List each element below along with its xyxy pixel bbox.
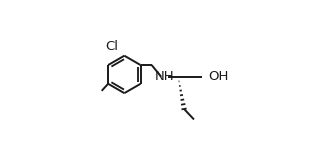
- Text: NH: NH: [155, 70, 174, 83]
- Text: Cl: Cl: [105, 40, 118, 53]
- Text: OH: OH: [208, 70, 228, 83]
